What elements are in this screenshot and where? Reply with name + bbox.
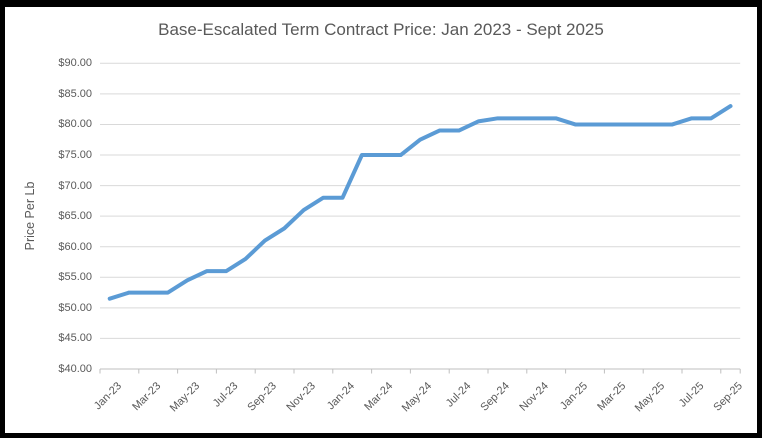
y-axis-tick-label: $50.00 bbox=[58, 301, 92, 314]
y-axis-tick-label: $40.00 bbox=[58, 363, 92, 375]
y-axis-tick-label: $90.00 bbox=[58, 57, 92, 70]
y-axis-tick-label: $80.00 bbox=[58, 118, 92, 131]
price-line-series bbox=[107, 104, 733, 301]
y-axis-tick-label: $45.00 bbox=[58, 332, 92, 345]
chart-title: Base-Escalated Term Contract Price: Jan … bbox=[158, 20, 604, 39]
y-axis-tick-label: $60.00 bbox=[58, 240, 92, 253]
y-axis-tick-label: $65.00 bbox=[58, 210, 92, 223]
y-axis-tick-label: $55.00 bbox=[58, 271, 92, 284]
y-axis-tick-label: $70.00 bbox=[58, 179, 92, 192]
y-axis-tick-label: $75.00 bbox=[58, 149, 92, 161]
y-axis-tick-label: $85.00 bbox=[58, 87, 92, 100]
